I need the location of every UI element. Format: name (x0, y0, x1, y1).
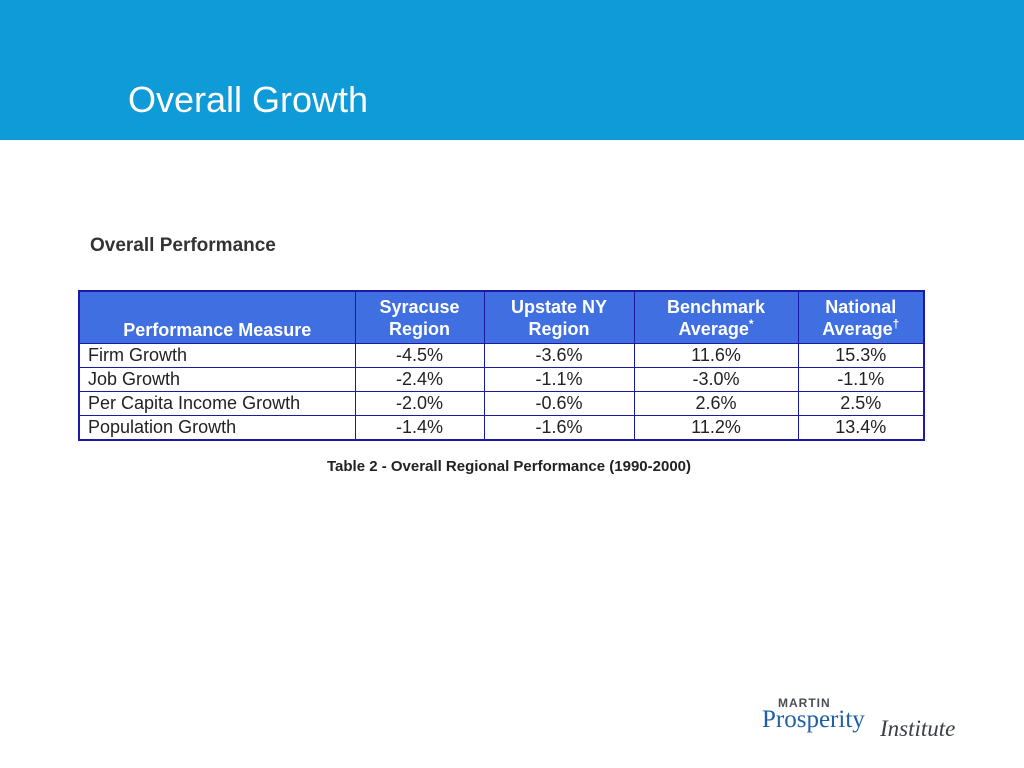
cell-upstate: -3.6% (483, 343, 635, 368)
table-row: Job Growth -2.4% -1.1% -3.0% -1.1% (78, 367, 925, 392)
cell-benchmark: 11.6% (633, 343, 799, 368)
performance-table: Performance Measure Syracuse Region Upst… (78, 290, 925, 441)
cell-measure: Per Capita Income Growth (78, 391, 356, 416)
cell-benchmark: -3.0% (633, 367, 799, 392)
logo-prosperity-text: Prosperity (762, 706, 865, 733)
header-line2: Average (678, 318, 749, 339)
table-caption: Table 2 - Overall Regional Performance (… (326, 458, 692, 475)
table-header-row: Performance Measure Syracuse Region Upst… (78, 290, 925, 344)
cell-syracuse: -1.4% (354, 415, 485, 441)
cell-syracuse: -2.4% (354, 367, 485, 392)
cell-upstate: -1.1% (483, 367, 635, 392)
cell-upstate: -1.6% (483, 415, 635, 441)
cell-measure: Job Growth (78, 367, 356, 392)
cell-benchmark: 2.6% (633, 391, 799, 416)
cell-national: 2.5% (797, 391, 925, 416)
martin-prosperity-institute-logo: MARTIN Prosperity Institute (762, 696, 982, 746)
header-line1: National (825, 296, 897, 317)
header-line2: Region (528, 318, 590, 339)
section-heading: Overall Performance (90, 235, 276, 256)
cell-benchmark: 11.2% (633, 415, 799, 441)
cell-measure: Population Growth (78, 415, 356, 441)
logo-institute-text: Institute (880, 716, 956, 741)
header-label: Performance Measure (123, 320, 312, 340)
header-line1: Upstate NY (510, 296, 608, 317)
header-line1: Syracuse (379, 296, 460, 317)
header-line1: Benchmark (666, 296, 766, 317)
cell-national: 13.4% (797, 415, 925, 441)
cell-upstate: -0.6% (483, 391, 635, 416)
header-national-average: National Average† (797, 290, 925, 344)
cell-national: 15.3% (797, 343, 925, 368)
cell-measure: Firm Growth (78, 343, 356, 368)
cell-syracuse: -2.0% (354, 391, 485, 416)
logo-martin-text: MARTIN (778, 696, 831, 710)
header-benchmark-average: Benchmark Average* (633, 290, 799, 344)
header-line2: Average (822, 318, 893, 339)
header-syracuse-region: Syracuse Region (354, 290, 485, 344)
table-row: Per Capita Income Growth -2.0% -0.6% 2.6… (78, 391, 925, 416)
slide-title: Overall Growth (128, 79, 369, 120)
header-line2: Region (389, 318, 450, 339)
header-upstate-ny-region: Upstate NY Region (483, 290, 635, 344)
header-performance-measure: Performance Measure (78, 290, 356, 344)
table-row: Firm Growth -4.5% -3.6% 11.6% 15.3% (78, 343, 925, 368)
footnote-mark: * (748, 316, 754, 331)
header-band: Overall Growth (0, 0, 1024, 140)
footnote-mark: † (892, 316, 900, 331)
table-row: Population Growth -1.4% -1.6% 11.2% 13.4… (78, 415, 925, 441)
cell-syracuse: -4.5% (354, 343, 485, 368)
cell-national: -1.1% (797, 367, 925, 392)
